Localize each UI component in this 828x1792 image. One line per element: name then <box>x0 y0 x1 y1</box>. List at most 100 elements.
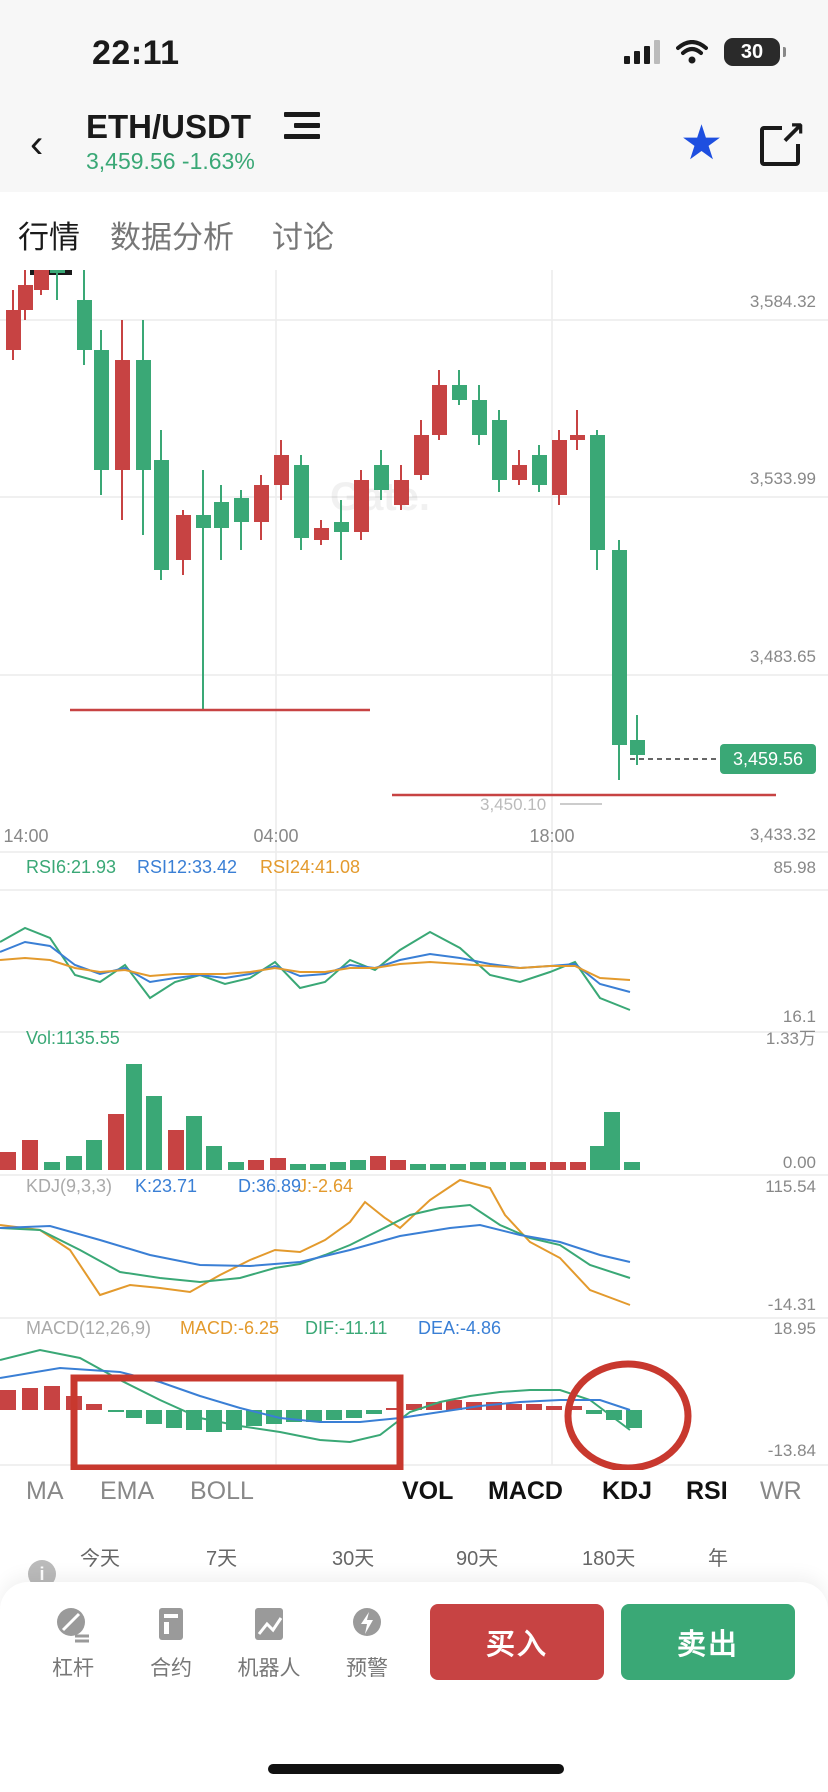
vol-max: 1.33万 <box>766 1029 816 1048</box>
ind-vol[interactable]: VOL <box>402 1477 454 1505</box>
volume-bar <box>0 1152 16 1170</box>
last-price: 3,459.56 <box>86 148 176 174</box>
candle-body <box>354 480 369 532</box>
macd-legend: MACD(12,26,9) MACD:-6.25 DIF:-11.11 DEA:… <box>26 1318 501 1338</box>
tab-discussion[interactable]: 讨论 <box>272 220 334 255</box>
tool-alert-label: 预警 <box>346 1657 388 1680</box>
volume-bar <box>228 1162 244 1170</box>
candle-body <box>334 522 349 532</box>
macd-min: -13.84 <box>768 1441 816 1460</box>
tool-contract[interactable]: 合约 <box>136 1606 206 1682</box>
signal-icon <box>624 40 660 64</box>
volume-bar <box>290 1164 306 1170</box>
volume-bar <box>470 1162 486 1170</box>
tool-robot[interactable]: 机器人 <box>234 1606 304 1682</box>
candle-body <box>214 502 229 528</box>
macd-dif-line <box>0 1348 631 1444</box>
candle-body <box>452 385 467 400</box>
status-icons: 30 <box>624 38 786 66</box>
volume-bar <box>490 1162 506 1170</box>
volume-bar <box>248 1160 264 1170</box>
tool-margin[interactable]: 杠杆 <box>38 1606 108 1682</box>
macd-bar <box>566 1406 582 1410</box>
volume-bar <box>66 1156 82 1170</box>
sell-button[interactable]: 卖出 <box>621 1604 795 1680</box>
vol-min: 0.00 <box>783 1153 816 1172</box>
volume-bar <box>146 1096 162 1170</box>
candle-body <box>6 310 21 350</box>
volume-bar <box>370 1156 386 1170</box>
ind-ma[interactable]: MA <box>26 1477 64 1505</box>
macd-bar <box>226 1410 242 1430</box>
wifi-icon <box>676 40 708 64</box>
period-180d: 180天 <box>582 1548 636 1570</box>
kdj-j: J:-2.64 <box>298 1176 353 1196</box>
vol-label: Vol:1135.55 <box>26 1028 120 1048</box>
volume-bar <box>22 1140 38 1170</box>
macd-bar <box>526 1404 542 1410</box>
rsi6-label: RSI6:21.93 <box>26 857 116 877</box>
macd-bar <box>366 1410 382 1414</box>
margin-icon <box>57 1608 89 1643</box>
bottom-action-bar: 杠杆 合约 机器人 预警 买入 卖出 <box>0 1582 828 1792</box>
rsi12-label: RSI12:33.42 <box>137 857 237 877</box>
period-performance: 今天 7天 30天 90天 180天 年 <box>0 1530 828 1580</box>
pair-menu-icon[interactable] <box>284 112 320 144</box>
pair-title[interactable]: ETH/USDT <box>86 108 251 145</box>
share-icon[interactable] <box>760 114 806 166</box>
ind-wr[interactable]: WR <box>760 1477 802 1505</box>
ind-boll[interactable]: BOLL <box>190 1477 254 1505</box>
indicator-tabs: MA EMA BOLL VOL MACD KDJ RSI WR <box>0 1465 828 1521</box>
volume-bar <box>270 1158 286 1170</box>
buy-button[interactable]: 买入 <box>430 1604 604 1680</box>
back-icon[interactable]: ‹ <box>30 122 44 166</box>
kline-chart[interactable]: Gate. 3,450.10 3,459.56 3,584.32 3,533.9… <box>0 270 828 1480</box>
macd-title: MACD(12,26,9) <box>26 1318 151 1338</box>
volume-bar <box>86 1140 102 1170</box>
candle-body <box>394 480 409 505</box>
kdj-title: KDJ(9,3,3) <box>26 1176 112 1196</box>
macd-bar <box>446 1400 462 1410</box>
status-time: 22:11 <box>92 34 180 72</box>
candle-body <box>552 440 567 495</box>
candle-body <box>234 498 249 522</box>
kdj-legend: KDJ(9,3,3) K:23.71 D:36.89 J:-2.64 <box>26 1176 353 1196</box>
candle-body <box>612 550 627 745</box>
candle-body <box>492 420 507 480</box>
period-30d: 30天 <box>332 1548 375 1570</box>
candle-body <box>154 460 169 570</box>
volume-bar <box>430 1164 446 1170</box>
macd-dea: DEA:-4.86 <box>418 1318 501 1338</box>
ind-ema[interactable]: EMA <box>100 1477 155 1505</box>
volume-bar <box>510 1162 526 1170</box>
macd-bar <box>86 1404 102 1410</box>
ind-macd[interactable]: MACD <box>488 1477 563 1505</box>
macd-bar <box>606 1410 622 1420</box>
macd-bar <box>146 1410 162 1424</box>
tab-data-analysis[interactable]: 数据分析 <box>110 220 234 255</box>
kdj-d: D:36.89 <box>238 1176 301 1196</box>
candle-body <box>136 360 151 470</box>
tab-market[interactable]: 行情 <box>18 220 80 255</box>
current-price-text: 3,459.56 <box>733 749 803 769</box>
period-7d: 7天 <box>206 1548 238 1570</box>
volume-bar <box>550 1162 566 1170</box>
candle-body <box>472 400 487 435</box>
macd-bar <box>166 1410 182 1428</box>
macd-bar <box>326 1410 342 1420</box>
macd-bar <box>346 1410 362 1418</box>
home-indicator <box>268 1764 564 1774</box>
macd-bar <box>22 1388 38 1410</box>
candle-body <box>50 270 65 273</box>
volume-bar <box>350 1160 366 1170</box>
volume-bar <box>44 1162 60 1170</box>
kdj-j-line <box>0 1178 631 1306</box>
tool-alert[interactable]: 预警 <box>332 1606 402 1682</box>
ind-kdj[interactable]: KDJ <box>602 1477 653 1505</box>
ind-rsi[interactable]: RSI <box>686 1477 728 1505</box>
volume-bar <box>108 1114 124 1170</box>
candle-body <box>18 285 33 310</box>
star-icon[interactable]: ★ <box>680 117 724 170</box>
candle-body <box>630 740 645 755</box>
y-label-4: 3,433.32 <box>750 825 816 844</box>
